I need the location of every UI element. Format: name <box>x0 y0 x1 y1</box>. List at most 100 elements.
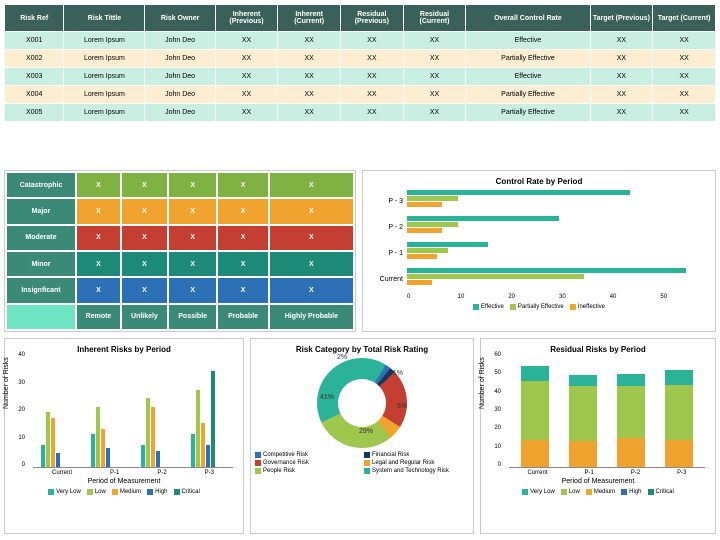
matrix-cell: X <box>270 199 353 223</box>
legend-item: Very Low <box>522 489 555 495</box>
matrix-col-label: Possible <box>169 305 217 329</box>
matrix-cell: X <box>122 226 167 250</box>
slice-label: 2% <box>353 398 363 405</box>
table-row: X005Lorem IpsumJohn DeoXXXXXXXXPartially… <box>5 104 716 122</box>
table-row: X003Lorem IpsumJohn DeoXXXXXXXXEffective… <box>5 68 716 86</box>
legend-item: Very Low <box>48 489 81 495</box>
legend-item: High <box>147 489 167 495</box>
matrix-col-label: Unlikely <box>122 305 167 329</box>
legend-item: Financial Risk <box>364 452 469 458</box>
table-row: X002Lorem IpsumJohn DeoXXXXXXXXPartially… <box>5 50 716 68</box>
hbar-row: P - 1 <box>367 242 711 264</box>
risk-table: Risk RefRisk TittleRisk OwnerInherent (P… <box>4 4 716 122</box>
legend-item: System and Technology Risk <box>364 468 469 474</box>
col-header: Inherent (Current) <box>278 5 341 32</box>
matrix-cell: X <box>169 226 217 250</box>
slice-label: 41% <box>320 394 334 401</box>
col-header: Residual (Previous) <box>341 5 404 32</box>
col-header: Inherent (Previous) <box>215 5 278 32</box>
matrix-row-label: Insignficant <box>7 278 75 302</box>
stack-bar <box>665 370 693 467</box>
col-header: Risk Owner <box>145 5 215 32</box>
donut: 29%41%2%2%21%5% <box>317 358 407 448</box>
matrix-cell: X <box>270 278 353 302</box>
y-label: Number of Risks <box>479 357 486 409</box>
matrix-cell: X <box>122 199 167 223</box>
col-header: Risk Ref <box>5 5 64 32</box>
x-title: Period of Measurement <box>9 478 239 485</box>
matrix-cell: X <box>77 226 120 250</box>
legend-item: Critical <box>648 489 674 495</box>
residual-chart: Residual Risks by Period Number of Risks… <box>480 338 716 534</box>
matrix-row-label: Catastrophic <box>7 173 75 197</box>
legend-item: Critical <box>174 489 200 495</box>
stack-bar <box>521 366 549 467</box>
matrix-cell: X <box>77 252 120 276</box>
slice-label: 2% <box>337 354 347 361</box>
matrix-row-label: Major <box>7 199 75 223</box>
legend-item: Ineffective <box>570 304 605 310</box>
chart-title: Risk Category by Total Risk Rating <box>255 345 469 354</box>
legend-item: Low <box>87 489 106 495</box>
legend-item: Competitive Risk <box>255 452 360 458</box>
table-row: X001Lorem IpsumJohn DeoXXXXXXXXEffective… <box>5 32 716 50</box>
matrix-col-label: Probable <box>218 305 267 329</box>
category-chart: Risk Category by Total Risk Rating 29% 41… <box>250 338 474 534</box>
legend-item: Partially Effective <box>510 304 564 310</box>
matrix-cell: X <box>169 278 217 302</box>
matrix-cell: X <box>218 226 267 250</box>
chart-title: Residual Risks by Period <box>485 345 711 354</box>
slice-label: 29% <box>359 428 373 435</box>
matrix-cell: X <box>122 278 167 302</box>
x-title: Period of Measurement <box>485 478 711 485</box>
matrix-cell: X <box>270 173 353 197</box>
bar-group <box>191 371 215 467</box>
legend-item: Legal and Regular Risk <box>364 460 469 466</box>
matrix-col-label: Highly Probable <box>270 305 353 329</box>
matrix-cell: X <box>169 252 217 276</box>
col-header: Overall Control Rate <box>466 5 590 32</box>
legend-item: Low <box>561 489 580 495</box>
bar-group <box>141 398 165 467</box>
matrix-cell: X <box>122 252 167 276</box>
matrix-cell: X <box>77 278 120 302</box>
col-header: Residual (Current) <box>403 5 466 32</box>
bar-group <box>41 412 65 467</box>
legend-item: Medium <box>586 489 615 495</box>
col-header: Target (Previous) <box>590 5 653 32</box>
legend-item: Medium <box>112 489 141 495</box>
table-row: X004Lorem IpsumJohn DeoXXXXXXXXPartially… <box>5 86 716 104</box>
matrix-col-label: Remote <box>77 305 120 329</box>
col-header: Target (Current) <box>653 5 716 32</box>
chart-title: Control Rate by Period <box>367 177 711 186</box>
matrix-cell: X <box>218 199 267 223</box>
bar-group <box>91 407 115 468</box>
stack-bar <box>617 374 645 467</box>
matrix-cell: X <box>169 173 217 197</box>
legend-item: Governance Risk <box>255 460 360 466</box>
risk-matrix: CatastrophicXXXXXMajorXXXXXModerateXXXXX… <box>4 170 356 332</box>
hbar-row: P - 2 <box>367 216 711 238</box>
matrix-cell: X <box>218 173 267 197</box>
matrix-cell: X <box>270 226 353 250</box>
hbar-row: P - 3 <box>367 190 711 212</box>
y-label: Number of Risks <box>3 357 10 409</box>
matrix-cell: X <box>218 278 267 302</box>
stack-bar <box>569 375 597 467</box>
matrix-row-label: Moderate <box>7 226 75 250</box>
legend-item: Effective <box>473 304 504 310</box>
chart-title: Inherent Risks by Period <box>9 345 239 354</box>
inherent-chart: Inherent Risks by Period Number of Risks… <box>4 338 244 534</box>
matrix-cell: X <box>218 252 267 276</box>
matrix-row-label: Minor <box>7 252 75 276</box>
slice-label: 21% <box>389 370 403 377</box>
legend-item: High <box>621 489 641 495</box>
hbar-row: Current <box>367 268 711 290</box>
matrix-cell: X <box>270 252 353 276</box>
matrix-cell: X <box>77 173 120 197</box>
slice-label: 5% <box>397 403 407 410</box>
matrix-cell: X <box>169 199 217 223</box>
matrix-cell: X <box>77 199 120 223</box>
col-header: Risk Tittle <box>64 5 145 32</box>
matrix-cell: X <box>122 173 167 197</box>
